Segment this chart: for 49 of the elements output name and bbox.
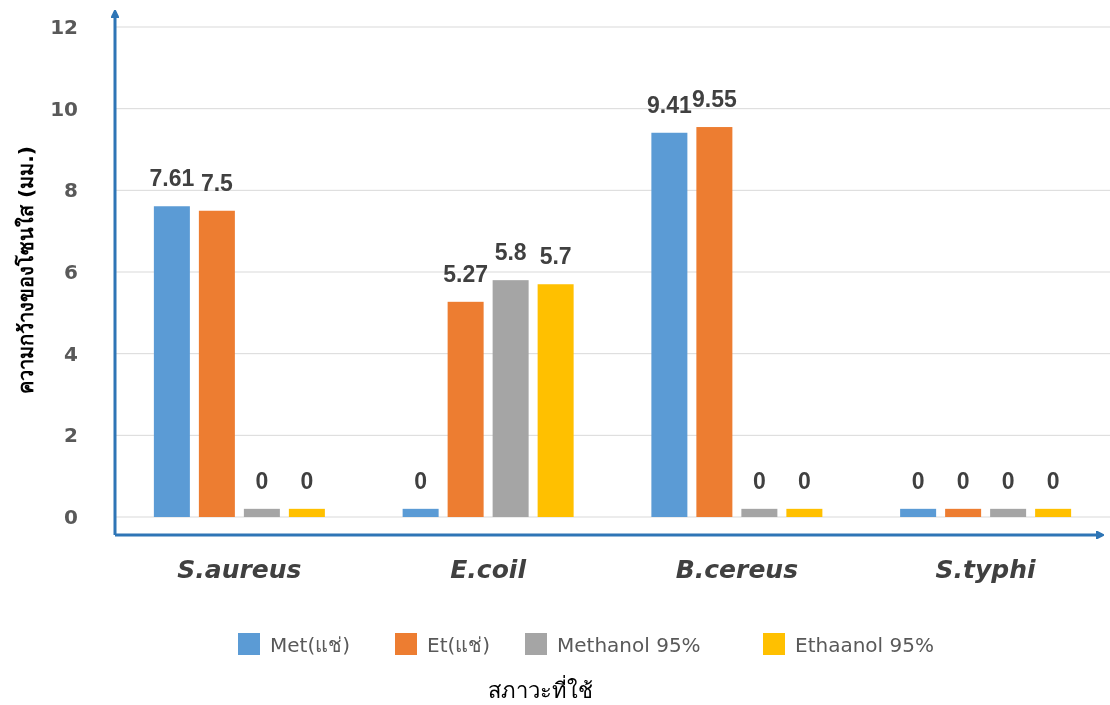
data-label: 0: [752, 467, 766, 494]
y-tick-label: 10: [50, 96, 78, 121]
bar: [786, 508, 823, 517]
data-label: 7.5: [200, 169, 234, 196]
y-tick-label: 2: [64, 423, 78, 448]
legend-label: Et(แช่): [427, 633, 491, 657]
bar: [741, 508, 778, 517]
y-tick-label: 6: [64, 260, 78, 284]
data-label: 0: [1046, 467, 1060, 494]
data-label: 0: [414, 467, 428, 494]
data-label: 7.61: [149, 165, 195, 192]
y-tick-label: 4: [64, 341, 78, 366]
legend-label: Ethaanol 95%: [795, 633, 934, 657]
bar: [288, 508, 325, 517]
data-label: 0: [797, 467, 811, 494]
x-tick-label: E.coil: [450, 555, 527, 584]
x-tick-label: B.cereus: [675, 555, 799, 584]
bar: [900, 508, 937, 517]
bar: [945, 508, 982, 517]
data-label: 9.41: [646, 91, 692, 118]
data-label: 0: [1001, 467, 1015, 494]
bar: [243, 508, 280, 517]
data-label: 5.8: [494, 239, 527, 266]
y-tick-label: 12: [50, 15, 78, 39]
data-label: 5.7: [539, 243, 572, 270]
x-axis-title: สภาวะที่ใช้: [487, 675, 593, 703]
bar: [696, 127, 733, 517]
bar: [198, 210, 235, 517]
bar: [990, 508, 1027, 517]
data-label: 0: [911, 467, 925, 494]
bar: [492, 280, 529, 517]
y-tick-label: 0: [64, 505, 78, 529]
bar: [1035, 508, 1072, 517]
data-label: 0: [956, 467, 970, 494]
bar: [447, 301, 484, 517]
data-label: 0: [255, 467, 269, 494]
bar: [402, 508, 439, 517]
y-tick-label: 8: [64, 178, 78, 203]
legend-label: Methanol 95%: [557, 633, 701, 657]
data-label: 9.55: [691, 86, 737, 113]
y-axis-title: ความกว้างของโซนใส (มม.): [14, 146, 38, 394]
bar: [651, 132, 688, 517]
bar: [537, 284, 574, 517]
data-label: 0: [300, 467, 314, 494]
bar: [153, 206, 190, 517]
x-tick-label: S.aureus: [177, 555, 302, 584]
legend-label: Met(แช่): [270, 633, 351, 657]
data-label: 5.27: [443, 260, 489, 287]
x-tick-label: S.typhi: [935, 555, 1037, 584]
